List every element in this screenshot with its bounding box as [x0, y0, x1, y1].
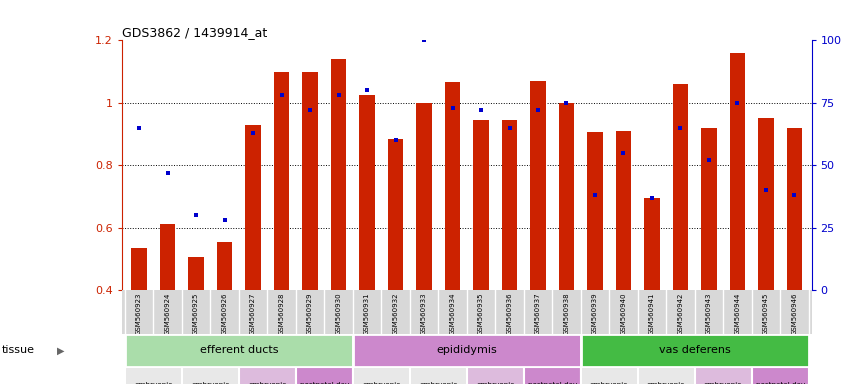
Text: GSM560942: GSM560942 [678, 292, 684, 334]
Bar [388, 139, 404, 290]
Bar [673, 84, 688, 290]
Text: GSM560923: GSM560923 [136, 292, 142, 334]
Text: GSM560933: GSM560933 [421, 292, 427, 335]
Text: embryonic
day 18.5: embryonic day 18.5 [248, 382, 287, 384]
Bar [530, 81, 546, 290]
Text: embryonic
day 16.5: embryonic day 16.5 [419, 382, 458, 384]
Bar [524, 367, 581, 384]
Text: GDS3862 / 1439914_at: GDS3862 / 1439914_at [122, 26, 267, 39]
Bar [124, 367, 182, 384]
Text: GSM560928: GSM560928 [278, 292, 284, 334]
Bar [352, 367, 410, 384]
Bar [445, 83, 460, 290]
Bar [182, 367, 239, 384]
Text: tissue: tissue [2, 345, 34, 356]
Bar [131, 248, 147, 290]
Text: postnatal day
1: postnatal day 1 [755, 382, 805, 384]
Bar [644, 198, 660, 290]
Text: GSM560941: GSM560941 [649, 292, 655, 334]
Text: GSM560937: GSM560937 [535, 292, 541, 335]
Bar [416, 103, 431, 290]
Text: GSM560929: GSM560929 [307, 292, 313, 334]
Bar [695, 367, 752, 384]
Text: GSM560945: GSM560945 [763, 292, 769, 334]
Bar [616, 131, 632, 290]
Bar [730, 53, 745, 290]
Bar [410, 367, 467, 384]
Text: embryonic
day 16.5: embryonic day 16.5 [647, 382, 685, 384]
Text: GSM560939: GSM560939 [592, 292, 598, 335]
Text: epididymis: epididymis [436, 345, 497, 356]
Bar [296, 367, 352, 384]
Text: GSM560944: GSM560944 [734, 292, 740, 334]
Bar [239, 367, 296, 384]
Text: embryonic
day 16.5: embryonic day 16.5 [191, 382, 230, 384]
Bar [302, 71, 318, 290]
Text: GSM560943: GSM560943 [706, 292, 712, 334]
Bar [473, 120, 489, 290]
Text: embryonic
day 18.5: embryonic day 18.5 [704, 382, 743, 384]
Bar [188, 257, 204, 290]
Text: GSM560935: GSM560935 [478, 292, 484, 334]
Bar [558, 103, 574, 290]
Bar [581, 334, 809, 367]
Bar [786, 127, 802, 290]
Text: embryonic
day 18.5: embryonic day 18.5 [476, 382, 515, 384]
Bar [331, 59, 346, 290]
Text: GSM560938: GSM560938 [563, 292, 569, 335]
Text: efferent ducts: efferent ducts [199, 345, 278, 356]
Text: GSM560946: GSM560946 [791, 292, 797, 334]
Text: GSM560924: GSM560924 [165, 292, 171, 334]
Bar [587, 132, 603, 290]
Text: ▶: ▶ [57, 345, 65, 356]
Text: GSM560932: GSM560932 [393, 292, 399, 334]
Bar [273, 71, 289, 290]
Bar [467, 367, 524, 384]
Bar [352, 334, 581, 367]
Text: vas deferens: vas deferens [659, 345, 731, 356]
Bar [124, 334, 352, 367]
Bar [246, 124, 261, 290]
Text: GSM560927: GSM560927 [250, 292, 256, 334]
Text: GSM560940: GSM560940 [621, 292, 627, 334]
Bar [581, 367, 637, 384]
Bar [701, 127, 717, 290]
Text: postnatal day
1: postnatal day 1 [527, 382, 577, 384]
Text: GSM560934: GSM560934 [449, 292, 456, 334]
Text: embryonic
day 14.5: embryonic day 14.5 [362, 382, 400, 384]
Text: postnatal day
1: postnatal day 1 [299, 382, 349, 384]
Text: GSM560926: GSM560926 [221, 292, 228, 334]
Text: GSM560925: GSM560925 [193, 292, 199, 334]
Bar [160, 224, 176, 290]
Text: embryonic
day 14.5: embryonic day 14.5 [590, 382, 628, 384]
Bar [217, 242, 232, 290]
Bar [758, 118, 774, 290]
Text: embryonic
day 14.5: embryonic day 14.5 [135, 382, 172, 384]
Text: GSM560936: GSM560936 [506, 292, 512, 335]
Text: GSM560931: GSM560931 [364, 292, 370, 335]
Bar [359, 95, 375, 290]
Bar [752, 367, 809, 384]
Bar [502, 120, 517, 290]
Text: GSM560930: GSM560930 [336, 292, 341, 335]
Bar [637, 367, 695, 384]
